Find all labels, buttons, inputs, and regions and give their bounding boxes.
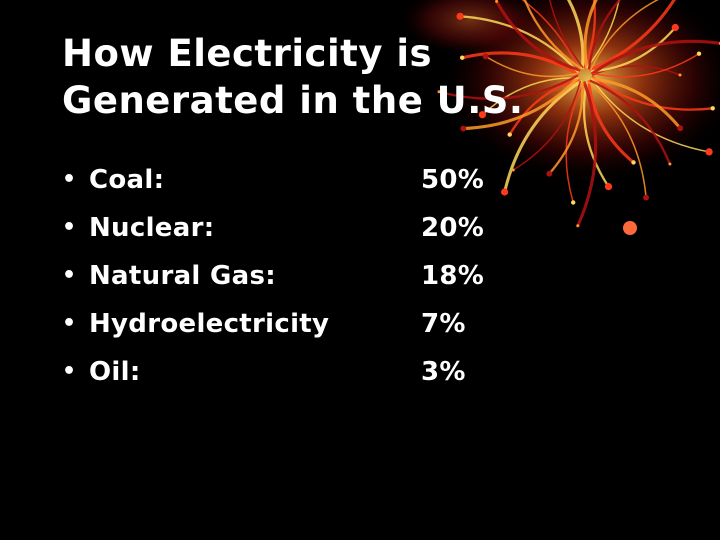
list-item-coal: • Coal: (62, 160, 329, 208)
burst-ray (590, 77, 682, 130)
list-item-oil: • Oil: (62, 352, 329, 400)
burst-ray (458, 15, 579, 73)
burst-spark (460, 125, 467, 132)
source-list: • Coal: • Nuclear: • Natural Gas: • Hydroele… (62, 160, 329, 400)
burst-spark (546, 170, 553, 177)
bullet-icon: • (62, 311, 77, 336)
burst-ray (508, 78, 580, 136)
burst-ray (586, 0, 620, 69)
source-label: Coal: (89, 165, 165, 195)
burst-ray (583, 0, 598, 69)
burst-ray (548, 81, 584, 175)
burst-spark (671, 23, 679, 32)
burst-spark (576, 224, 580, 228)
burst-ray (587, 0, 622, 70)
value-natural-gas: 18% (421, 261, 485, 291)
burst-spark (705, 148, 713, 156)
burst-spark (678, 73, 682, 77)
burst-ray (521, 0, 580, 71)
burst-ray (589, 79, 672, 166)
list-item-nuclear: • Nuclear: (62, 208, 329, 256)
burst-spark (571, 200, 576, 205)
burst-spark (710, 106, 715, 111)
burst-ray (582, 81, 610, 188)
slide-title: How Electricity is Generated in the U.S. (62, 30, 622, 124)
burst-ray (461, 76, 580, 131)
list-item-natural-gas: • Natural Gas: (62, 256, 329, 304)
percentage-list: 50% 20% 18% 7% 3% (421, 160, 484, 400)
burst-ray (576, 81, 598, 228)
list-item-hydroelectricity: • Hydroelectricity (62, 304, 329, 352)
burst-spark (501, 188, 509, 196)
burst-ray (592, 52, 700, 78)
burst-ray (589, 0, 676, 71)
burst-ray (583, 0, 597, 69)
burst-spark (604, 183, 613, 191)
burst-spark (456, 12, 464, 20)
burst-spark (507, 132, 512, 137)
burst-ray (549, 0, 584, 69)
value-oil: 3% (421, 357, 466, 387)
bullet-icon: • (62, 263, 77, 288)
burst-ray (484, 55, 578, 78)
bullet-icon: • (62, 215, 77, 240)
burst-spark (643, 194, 649, 201)
burst-ray (495, 0, 581, 72)
burst-ray (503, 80, 583, 194)
source-label: Oil: (89, 357, 141, 387)
burst-ray (523, 0, 582, 70)
source-label: Hydroelectricity (89, 309, 330, 339)
burst-ray (592, 65, 681, 76)
burst-spark (668, 162, 672, 166)
burst-spark (696, 51, 702, 56)
burst-ray (460, 51, 579, 76)
burst-spark (511, 168, 515, 172)
bullet-icon: • (62, 359, 77, 384)
burst-ray (566, 0, 585, 69)
burst-ray (437, 74, 579, 100)
value-nuclear: 20% (421, 213, 485, 243)
spark-dot (623, 221, 637, 235)
burst-ray (512, 80, 581, 171)
title-line-1: How Electricity is (62, 32, 433, 75)
value-hydroelectricity: 7% (421, 309, 466, 339)
burst-ray (591, 78, 710, 153)
burst-ray (590, 0, 659, 71)
burst-spark (437, 90, 441, 94)
burst-ray (590, 26, 677, 73)
burst-spark (482, 53, 489, 60)
value-coal: 50% (421, 165, 485, 195)
burst-spark (631, 160, 636, 165)
burst-ray (591, 75, 714, 111)
bullet-icon: • (62, 167, 77, 192)
source-label: Nuclear: (89, 213, 215, 243)
burst-spark (478, 111, 486, 119)
burst-ray (587, 80, 636, 164)
burst-ray (591, 39, 720, 75)
burst-ray (481, 77, 579, 116)
burst-spark (677, 125, 684, 132)
burst-ray (587, 81, 647, 199)
title-line-2: Generated in the U.S. (62, 79, 524, 122)
burst-ray (565, 82, 586, 204)
burst-spark (495, 0, 499, 3)
source-label: Natural Gas: (89, 261, 276, 291)
burst-spark (460, 55, 465, 60)
